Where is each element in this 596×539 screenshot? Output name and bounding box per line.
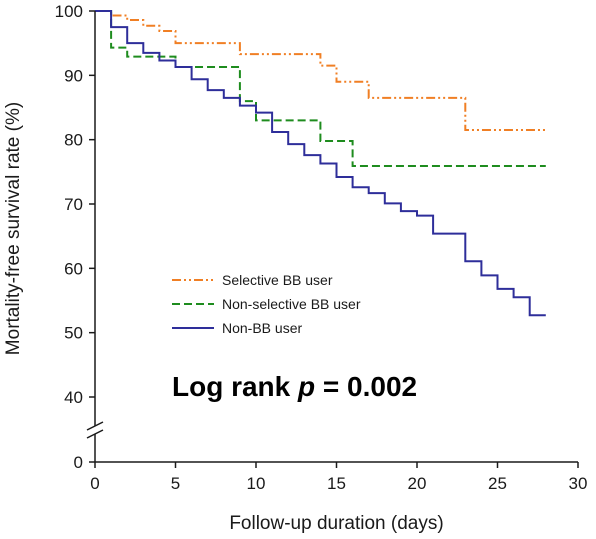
y-axis-break-mark-lower xyxy=(86,429,104,439)
x-tick-label-25: 25 xyxy=(488,474,507,493)
y-tick-label-90: 90 xyxy=(64,66,83,85)
y-tick-label-40: 40 xyxy=(64,388,83,407)
log-rank-value: = 0.002 xyxy=(315,371,417,402)
legend-label-0: Selective BB user xyxy=(222,272,333,288)
x-tick-label-20: 20 xyxy=(408,474,427,493)
x-tick-label-0: 0 xyxy=(90,474,99,493)
x-axis-title: Follow-up duration (days) xyxy=(229,513,443,534)
axes: 0 5 10 15 20 25 30 0 40 50 60 70 80 90 100 xyxy=(55,2,588,493)
log-rank-p: p xyxy=(297,371,315,402)
y-tick-label-60: 60 xyxy=(64,259,83,278)
y-axis-break-mark-upper xyxy=(86,421,104,431)
y-tick-label-50: 50 xyxy=(64,324,83,343)
x-tick-label-15: 15 xyxy=(327,474,346,493)
series-line-2 xyxy=(95,10,546,317)
x-tick-label-30: 30 xyxy=(569,474,588,493)
log-rank-prefix: Log rank xyxy=(172,371,298,402)
x-tick-label-10: 10 xyxy=(247,474,266,493)
legend-label-2: Non-BB user xyxy=(222,320,302,336)
log-rank-annotation: Log rank p = 0.002 xyxy=(172,371,417,402)
survival-curves xyxy=(95,10,546,317)
series-line-0 xyxy=(95,10,546,132)
series-line-1 xyxy=(95,10,546,168)
y-tick-label-80: 80 xyxy=(64,131,83,150)
legend: Selective BB user Non-selective BB user No… xyxy=(172,272,361,336)
y-axis-title: Mortality-free survival rate (%) xyxy=(3,102,24,355)
x-tick-label-5: 5 xyxy=(171,474,180,493)
y-tick-label-70: 70 xyxy=(64,195,83,214)
y-tick-label-100: 100 xyxy=(55,2,83,21)
y-tick-label-0: 0 xyxy=(74,453,83,472)
legend-label-1: Non-selective BB user xyxy=(222,296,361,312)
